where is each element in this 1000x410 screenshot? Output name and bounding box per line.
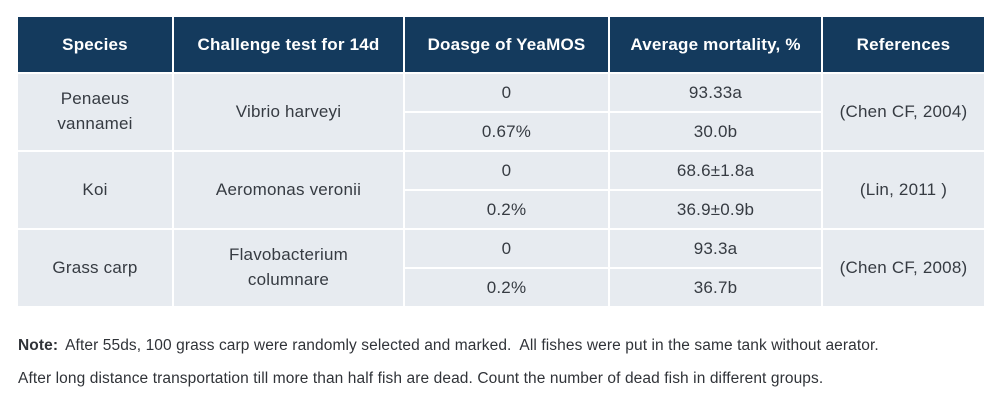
header-average-mortality: Average mortality, %	[608, 15, 823, 74]
cell-reference-chen-2008: (Chen CF, 2008)	[821, 228, 986, 308]
cell-mortality: 36.9±0.9b	[608, 189, 823, 230]
cell-species-grass-carp: Grass carp	[16, 228, 174, 308]
header-references: References	[821, 15, 986, 74]
table-body: Penaeus vannamei Vibrio harveyi 0 93.33a…	[16, 72, 986, 308]
cell-dosage: 0	[403, 228, 610, 269]
footnote-text-1: After 55ds, 100 grass carp were randomly…	[65, 337, 879, 354]
cell-species-penaeus: Penaeus vannamei	[16, 72, 174, 152]
cell-dosage: 0	[403, 72, 610, 113]
header-dosage: Doasge of YeaMOS	[403, 15, 610, 74]
cell-mortality: 36.7b	[608, 267, 823, 308]
header-challenge-test: Challenge test for 14d	[172, 15, 405, 74]
footnote-label: Note:	[18, 337, 59, 354]
footnote-line-2: After long distance transportation till …	[18, 370, 824, 387]
cell-mortality: 93.33a	[608, 72, 823, 113]
cell-challenge-vibrio: Vibrio harveyi	[172, 72, 405, 152]
cell-reference-chen-2004: (Chen CF, 2004)	[821, 72, 986, 152]
table-header: Species Challenge test for 14d Doasge of…	[16, 15, 986, 74]
cell-challenge-aeromonas: Aeromonas veronii	[172, 150, 405, 230]
table-row: Koi Aeromonas veronii 0 68.6±1.8a (Lin, …	[16, 150, 986, 230]
header-species: Species	[16, 15, 174, 74]
cell-challenge-flavobacterium: Flavobacterium columnare	[172, 228, 405, 308]
footnote: Note: After 55ds, 100 grass carp were ran…	[18, 336, 982, 402]
cell-dosage: 0	[403, 150, 610, 191]
cell-mortality: 30.0b	[608, 111, 823, 152]
cell-dosage: 0.67%	[403, 111, 610, 152]
header-row: Species Challenge test for 14d Doasge of…	[16, 15, 986, 74]
table-row: Penaeus vannamei Vibrio harveyi 0 93.33a…	[16, 72, 986, 152]
cell-species-koi: Koi	[16, 150, 174, 230]
cell-mortality: 68.6±1.8a	[608, 150, 823, 191]
cell-dosage: 0.2%	[403, 189, 610, 230]
cell-mortality: 93.3a	[608, 228, 823, 269]
table-row: Grass carp Flavobacterium columnare 0 93…	[16, 228, 986, 308]
table-row: 0.67% 30.0b	[17, 111, 985, 152]
table-row: 0.2% 36.9±0.9b	[17, 189, 985, 230]
mortality-table: Species Challenge test for 14d Doasge of…	[16, 15, 986, 308]
footnote-line-1: Note: After 55ds, 100 grass carp were ran…	[18, 336, 982, 356]
cell-reference-lin-2011: (Lin, 2011 )	[821, 150, 986, 230]
cell-dosage: 0.2%	[403, 267, 610, 308]
table-row: 0.2% 36.7b	[17, 267, 985, 308]
